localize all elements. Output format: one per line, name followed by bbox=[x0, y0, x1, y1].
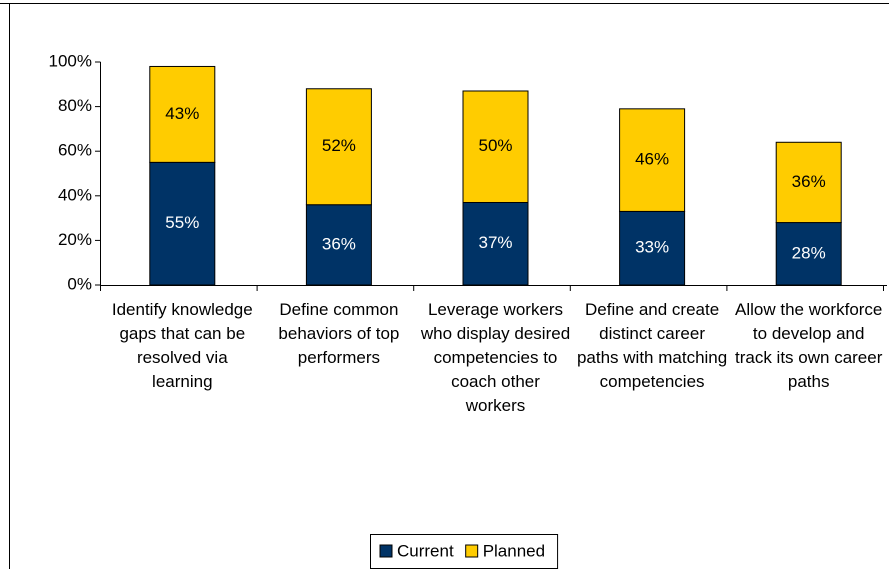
x-tick-label: Leverage workers who display desired compe… bbox=[420, 300, 570, 415]
y-tick-label: 20% bbox=[58, 230, 92, 249]
legend: Current Planned bbox=[370, 534, 559, 569]
y-tick-label: 60% bbox=[58, 141, 92, 160]
data-label: 28% bbox=[792, 243, 826, 262]
data-label: 46% bbox=[635, 150, 669, 169]
bar-segment bbox=[775, 222, 842, 286]
y-tick-label: 0% bbox=[67, 274, 92, 293]
data-label: 36% bbox=[792, 172, 826, 191]
data-label: 33% bbox=[635, 238, 669, 257]
legend-label: Planned bbox=[483, 541, 545, 560]
data-label: 43% bbox=[165, 104, 199, 123]
x-tick-label: Identify knowledge gaps that can be resolv… bbox=[112, 300, 253, 391]
data-label: 37% bbox=[478, 233, 512, 252]
legend-label: Current bbox=[397, 541, 454, 560]
bar-segment bbox=[149, 65, 216, 163]
data-label: 50% bbox=[478, 136, 512, 155]
x-tick-label: Define and create distinct career paths wi… bbox=[577, 300, 727, 391]
x-tick-label: Allow the workforce to develop and track i… bbox=[735, 300, 883, 391]
data-label: 52% bbox=[322, 136, 356, 155]
bar-segment bbox=[149, 161, 216, 286]
y-tick-label: 40% bbox=[58, 185, 92, 204]
x-tick-label: Define common behaviors of top performers bbox=[278, 300, 399, 367]
legend-box bbox=[370, 534, 559, 569]
bar-segment bbox=[775, 141, 842, 224]
legend-swatch bbox=[465, 544, 479, 558]
data-label: 36% bbox=[322, 234, 356, 253]
bar-segment bbox=[305, 204, 372, 286]
y-tick-label: 100% bbox=[49, 51, 92, 70]
y-tick-label: 80% bbox=[58, 96, 92, 115]
bar-segment bbox=[619, 108, 686, 212]
legend-swatch bbox=[379, 544, 393, 558]
data-label: 55% bbox=[165, 213, 199, 232]
bar-segment bbox=[462, 90, 529, 203]
bar-segment bbox=[305, 88, 372, 206]
bar-segment bbox=[462, 201, 529, 286]
